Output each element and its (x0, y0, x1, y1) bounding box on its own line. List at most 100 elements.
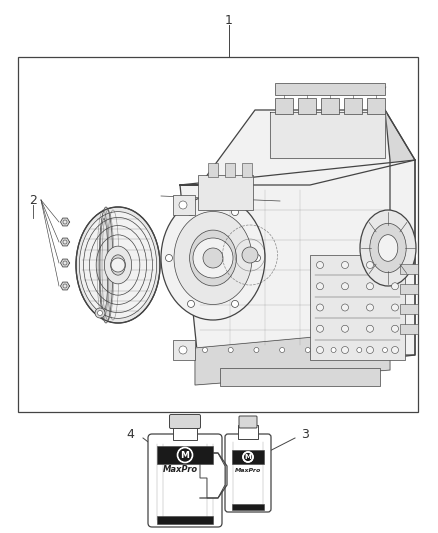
Polygon shape (180, 110, 415, 185)
Circle shape (63, 220, 67, 224)
Bar (225, 163, 235, 177)
FancyBboxPatch shape (239, 416, 257, 428)
Circle shape (367, 262, 374, 269)
Ellipse shape (370, 223, 406, 273)
Bar (344, 98, 362, 114)
Circle shape (179, 201, 187, 209)
Circle shape (166, 254, 173, 262)
Circle shape (242, 247, 258, 263)
Circle shape (392, 282, 399, 290)
Circle shape (392, 325, 399, 332)
Ellipse shape (161, 196, 265, 320)
Circle shape (392, 262, 399, 269)
Text: 3: 3 (301, 429, 309, 441)
FancyBboxPatch shape (148, 434, 222, 527)
Ellipse shape (76, 207, 160, 323)
Circle shape (111, 258, 125, 272)
Circle shape (228, 348, 233, 352)
Text: MaxPro: MaxPro (162, 465, 198, 474)
Circle shape (243, 452, 253, 462)
Circle shape (392, 304, 399, 311)
Circle shape (187, 301, 194, 308)
Bar (238, 425, 258, 439)
Circle shape (254, 348, 259, 352)
Bar (220, 368, 380, 386)
Polygon shape (200, 453, 225, 498)
Circle shape (193, 238, 233, 278)
Bar (157, 446, 213, 464)
Polygon shape (60, 282, 70, 290)
Polygon shape (60, 218, 70, 226)
Polygon shape (270, 112, 385, 158)
Circle shape (279, 348, 285, 352)
Bar (242, 163, 252, 177)
Circle shape (63, 261, 67, 265)
Circle shape (367, 282, 374, 290)
Bar (367, 98, 385, 114)
Bar (400, 264, 418, 274)
Text: M: M (180, 450, 190, 459)
Bar (275, 98, 293, 114)
Circle shape (177, 448, 192, 463)
Circle shape (317, 262, 324, 269)
Text: 4: 4 (126, 429, 134, 441)
Bar (275, 83, 385, 95)
Ellipse shape (174, 212, 252, 304)
Circle shape (179, 346, 187, 354)
Ellipse shape (378, 235, 398, 261)
Circle shape (203, 248, 223, 268)
Bar (173, 340, 195, 360)
Circle shape (342, 304, 349, 311)
Circle shape (342, 325, 349, 332)
Circle shape (254, 254, 261, 262)
Circle shape (187, 208, 194, 216)
Bar (400, 324, 418, 334)
Bar (321, 98, 339, 114)
Bar (298, 98, 316, 114)
Bar (310, 255, 405, 360)
Circle shape (63, 284, 67, 288)
Circle shape (331, 348, 336, 352)
Ellipse shape (79, 212, 157, 319)
Text: 1: 1 (225, 13, 233, 27)
Circle shape (232, 208, 239, 216)
Polygon shape (60, 238, 70, 246)
Bar (400, 304, 418, 314)
Circle shape (392, 346, 399, 353)
Circle shape (342, 346, 349, 353)
Bar (232, 504, 264, 510)
Circle shape (342, 262, 349, 269)
Circle shape (317, 304, 324, 311)
Circle shape (317, 325, 324, 332)
Circle shape (317, 346, 324, 353)
Text: M: M (244, 454, 251, 460)
Circle shape (367, 304, 374, 311)
Ellipse shape (100, 219, 108, 311)
FancyBboxPatch shape (170, 415, 201, 429)
Bar (232, 450, 264, 464)
Circle shape (305, 348, 311, 352)
Ellipse shape (104, 246, 132, 284)
Ellipse shape (111, 255, 125, 275)
Circle shape (367, 325, 374, 332)
Circle shape (317, 282, 324, 290)
Polygon shape (60, 259, 70, 267)
FancyBboxPatch shape (225, 434, 271, 512)
Text: 2: 2 (29, 193, 37, 206)
Polygon shape (385, 110, 415, 355)
Circle shape (232, 301, 239, 308)
Circle shape (367, 346, 374, 353)
Polygon shape (180, 160, 415, 380)
Text: MaxPro: MaxPro (235, 469, 261, 473)
Circle shape (63, 240, 67, 244)
Bar (173, 426, 197, 440)
Bar (173, 195, 195, 215)
Circle shape (98, 311, 102, 316)
Polygon shape (195, 330, 390, 385)
Circle shape (95, 308, 105, 318)
Bar (208, 163, 218, 177)
Bar (400, 284, 418, 294)
Ellipse shape (190, 230, 237, 286)
Circle shape (202, 348, 208, 352)
Bar (18, 57, 418, 412)
